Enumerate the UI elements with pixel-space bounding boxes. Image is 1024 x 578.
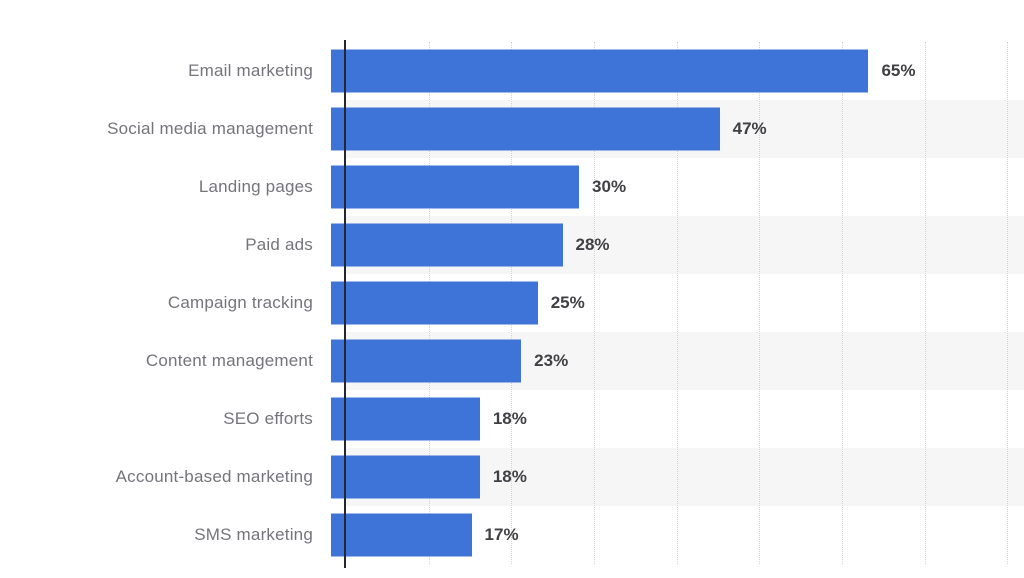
gridline: [594, 42, 596, 564]
category-label: SEO efforts: [223, 409, 313, 428]
plot-cell: 28%: [330, 216, 1024, 274]
category-label: Landing pages: [198, 177, 313, 196]
gridline: [1007, 42, 1009, 564]
bar: [331, 107, 720, 151]
value-label: 18%: [492, 409, 527, 428]
category-label: Account-based marketing: [115, 467, 313, 486]
value-label: 65%: [881, 61, 916, 80]
bar: [331, 513, 472, 557]
category-label: SMS marketing: [194, 525, 313, 544]
plot-cell: 65%: [330, 42, 1024, 100]
chart-row: Account-based marketing 18%: [0, 448, 1024, 506]
chart-rows: Email marketing 65% Social media managemen…: [0, 42, 1024, 564]
chart-row: Campaign tracking 25%: [0, 274, 1024, 332]
bar: [331, 339, 522, 383]
category-label: Paid ads: [245, 235, 313, 254]
bar: [331, 397, 480, 441]
chart-row: SMS marketing 17%: [0, 506, 1024, 564]
value-label: 30%: [592, 177, 627, 196]
plot-cell: 18%: [330, 390, 1024, 448]
bar: [331, 455, 480, 499]
value-label: 28%: [575, 235, 610, 254]
chart-row: Landing pages 30%: [0, 158, 1024, 216]
bar: [331, 223, 563, 267]
plot-cell: 30%: [330, 158, 1024, 216]
gridline: [759, 42, 761, 564]
value-label: 18%: [492, 467, 527, 486]
category-label: Content management: [145, 351, 313, 370]
category-label: Campaign tracking: [167, 293, 313, 312]
bar: [331, 165, 580, 209]
plot-cell: 18%: [330, 448, 1024, 506]
chart-row: Social media management 47%: [0, 100, 1024, 158]
plot-cell: 17%: [330, 506, 1024, 564]
chart-row: SEO efforts 18%: [0, 390, 1024, 448]
plot-cell: 23%: [330, 332, 1024, 390]
category-label: Email marketing: [188, 61, 313, 80]
bar: [331, 49, 869, 93]
value-label: 47%: [732, 119, 767, 138]
y-axis-line: [344, 40, 346, 568]
chart-row: Paid ads 28%: [0, 216, 1024, 274]
plot-cell: 47%: [330, 100, 1024, 158]
value-label: 17%: [484, 525, 519, 544]
plot-cell: 25%: [330, 274, 1024, 332]
gridline: [842, 42, 844, 564]
value-label: 25%: [550, 293, 585, 312]
value-label: 23%: [534, 351, 569, 370]
chart-row: Email marketing 65%: [0, 42, 1024, 100]
gridline: [676, 42, 678, 564]
category-label: Social media management: [107, 119, 313, 138]
chart-row: Content management 23%: [0, 332, 1024, 390]
gridline: [924, 42, 926, 564]
bar: [331, 281, 538, 325]
